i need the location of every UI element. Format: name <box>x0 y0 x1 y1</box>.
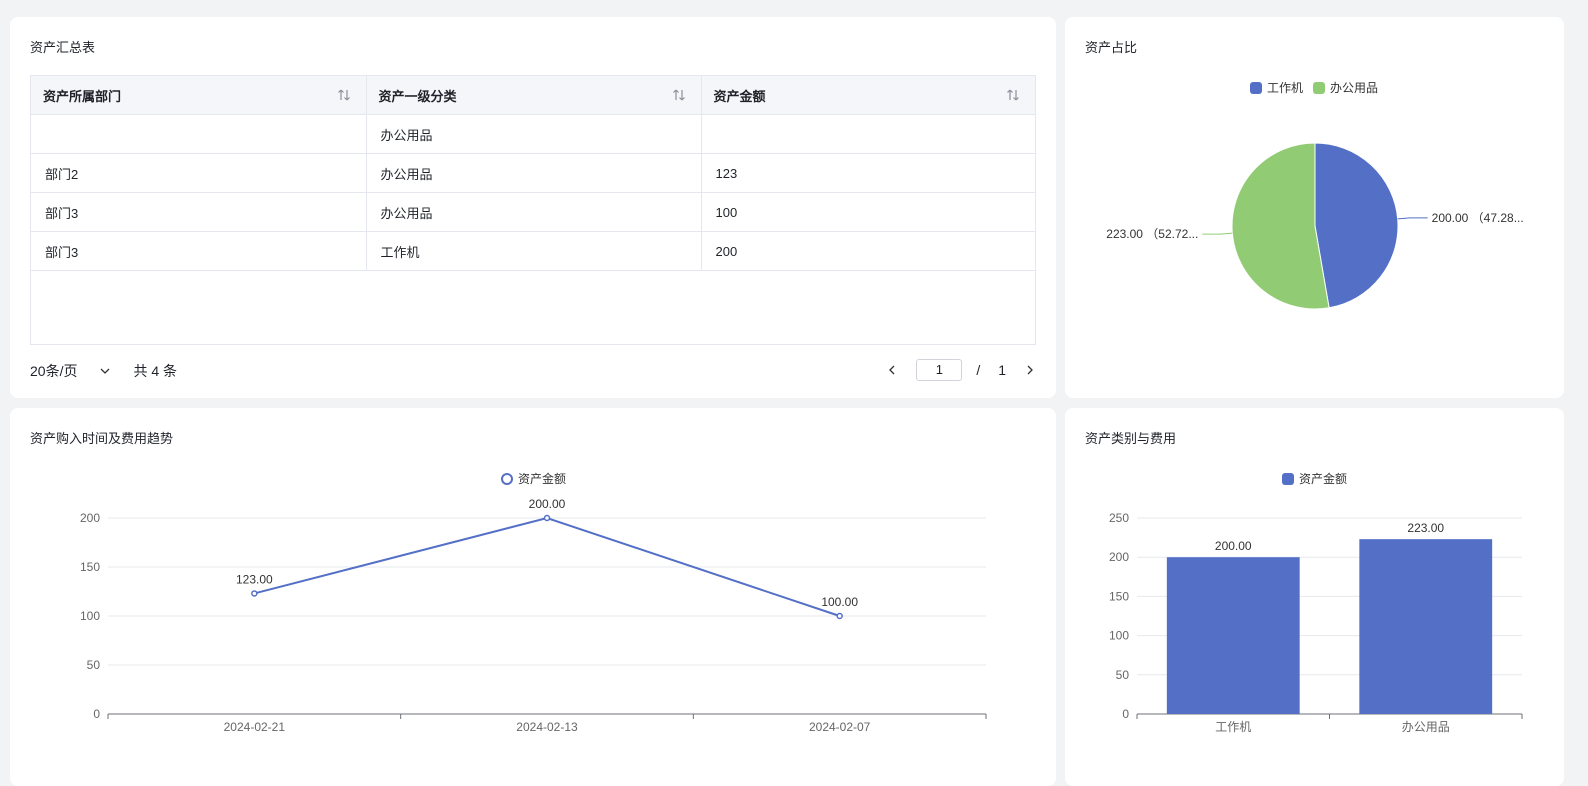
y-tick-label: 200 <box>80 511 100 525</box>
table-header-row: 资产所属部门 资产一级分类 资产金额 <box>31 76 1035 115</box>
legend-item[interactable]: 工作机 <box>1250 79 1303 96</box>
bar <box>1359 539 1493 714</box>
data-point <box>543 514 551 522</box>
x-tick-label: 2024-02-13 <box>516 720 578 734</box>
data-label: 100.00 <box>821 595 858 609</box>
x-tick-label: 2024-02-21 <box>224 720 286 734</box>
y-tick-label: 50 <box>87 658 101 672</box>
data-label: 200.00 <box>529 497 566 511</box>
card-title: 资产购入时间及费用趋势 <box>30 431 174 446</box>
asset-table: 资产所属部门 资产一级分类 资产金额 办公用品 <box>30 75 1036 345</box>
asset-category-card: 资产类别与费用 资产金额 0 50 100 150 200 250 200.00 工作机 223… <box>1065 408 1564 786</box>
page-number-input[interactable]: 1 <box>916 359 963 381</box>
card-title: 资产类别与费用 <box>1085 431 1177 446</box>
column-header-label: 资产所属部门 <box>43 88 122 104</box>
column-header-label: 资产金额 <box>713 88 766 104</box>
legend-label: 资产金额 <box>1299 472 1348 486</box>
column-header-category[interactable]: 资产一级分类 <box>366 76 702 115</box>
y-tick-label: 250 <box>1109 511 1129 525</box>
table-cell: 工作机 <box>366 231 702 271</box>
table-cell: 部门2 <box>31 153 367 193</box>
pie-legend: 工作机 办公用品 <box>1250 79 1378 96</box>
page-size-label: 20条/页 <box>30 363 78 379</box>
table-cell: 123 <box>701 153 1035 193</box>
y-tick-label: 0 <box>93 707 100 721</box>
data-label: 123.00 <box>236 572 273 586</box>
table-cell: 200 <box>701 231 1035 271</box>
total-count: 共 4 条 <box>133 363 178 379</box>
total-pages: 1 <box>998 362 1006 378</box>
chevron-left-icon[interactable] <box>886 364 898 376</box>
y-tick-label: 100 <box>80 609 100 623</box>
y-tick-label: 150 <box>80 560 100 574</box>
sort-icon[interactable] <box>336 87 352 103</box>
card-title: 资产占比 <box>1085 40 1138 55</box>
chevron-right-icon[interactable] <box>1024 364 1036 376</box>
sort-icon[interactable] <box>1005 87 1021 103</box>
legend-swatch <box>1250 81 1262 94</box>
table-cell: 100 <box>701 192 1035 232</box>
data-point <box>836 612 843 620</box>
legend-swatch <box>1282 472 1294 485</box>
sort-icon[interactable] <box>671 87 687 103</box>
table-row: 部门3 办公用品 100 <box>31 192 1035 232</box>
asset-trend-card: 资产购入时间及费用趋势 资产金额 0 50 100 150 200 2024-02-21 2… <box>10 408 1056 786</box>
table-cell: 部门3 <box>31 192 367 232</box>
legend-label: 工作机 <box>1267 81 1304 95</box>
data-label: 223.00 <box>1407 521 1444 535</box>
table-cell: 办公用品 <box>366 114 702 154</box>
column-header-amount[interactable]: 资产金额 <box>701 76 1035 115</box>
legend-swatch <box>1313 81 1326 94</box>
legend-label: 办公用品 <box>1330 81 1379 95</box>
pagination-left: 20条/页 共 4 条 <box>30 361 177 381</box>
pie-slice-label: 200.00 （47.28... <box>1432 211 1524 225</box>
table-cell <box>31 114 367 154</box>
legend-item[interactable]: 办公用品 <box>1313 79 1378 96</box>
x-tick-label: 办公用品 <box>1402 719 1450 734</box>
table-cell: 部门3 <box>31 231 367 271</box>
pie-chart: 200.00 （47.28... 223.00 （52.72... <box>1106 142 1524 310</box>
pie-label-line <box>1202 232 1233 235</box>
table-row: 部门2 办公用品 123 <box>31 153 1035 193</box>
pie-label-line <box>1397 217 1428 220</box>
pie-slice <box>1231 142 1330 310</box>
page-separator: / <box>976 362 981 378</box>
y-tick-label: 0 <box>1122 707 1129 721</box>
data-point <box>251 590 258 597</box>
column-header-label: 资产一级分类 <box>378 88 457 104</box>
line-chart: 0 50 100 150 200 2024-02-21 2024-02-13 2024-02-… <box>80 497 987 734</box>
y-tick-label: 100 <box>1109 629 1129 643</box>
pie-slice-label: 223.00 （52.72... <box>1106 227 1198 241</box>
legend-circle-icon <box>501 472 513 485</box>
bar-legend[interactable]: 资产金额 <box>1282 470 1347 487</box>
y-tick-label: 50 <box>1116 668 1130 682</box>
data-label: 200.00 <box>1215 539 1252 553</box>
pie-slice <box>1314 142 1399 309</box>
table-row: 办公用品 <box>31 114 1035 154</box>
asset-ratio-card: 资产占比 工作机 办公用品 200.00 （47.28... 223.00 （52… <box>1065 17 1564 398</box>
table-cell: 办公用品 <box>366 153 702 193</box>
asset-summary-card: 资产汇总表 资产所属部门 资产一级分类 资产金额 <box>10 17 1056 398</box>
table-row: 部门3 工作机 200 <box>31 231 1035 271</box>
pagination-right: 1 / 1 <box>886 359 1036 381</box>
y-tick-label: 200 <box>1109 550 1129 564</box>
page-size-select[interactable]: 20条/页 <box>30 361 111 381</box>
y-tick-label: 150 <box>1109 589 1129 603</box>
legend-label: 资产金额 <box>518 472 567 486</box>
x-tick-label: 2024-02-07 <box>809 720 871 734</box>
bar-chart: 0 50 100 150 200 250 200.00 工作机 223.00 办公用品 <box>1109 511 1523 734</box>
x-tick-label: 工作机 <box>1215 720 1251 734</box>
card-title: 资产汇总表 <box>30 40 96 55</box>
column-header-department[interactable]: 资产所属部门 <box>31 76 367 115</box>
table-cell <box>701 114 1035 154</box>
table-cell: 办公用品 <box>366 192 702 232</box>
bar <box>1166 557 1300 714</box>
chevron-down-icon <box>101 368 110 374</box>
line-legend[interactable]: 资产金额 <box>500 470 566 487</box>
